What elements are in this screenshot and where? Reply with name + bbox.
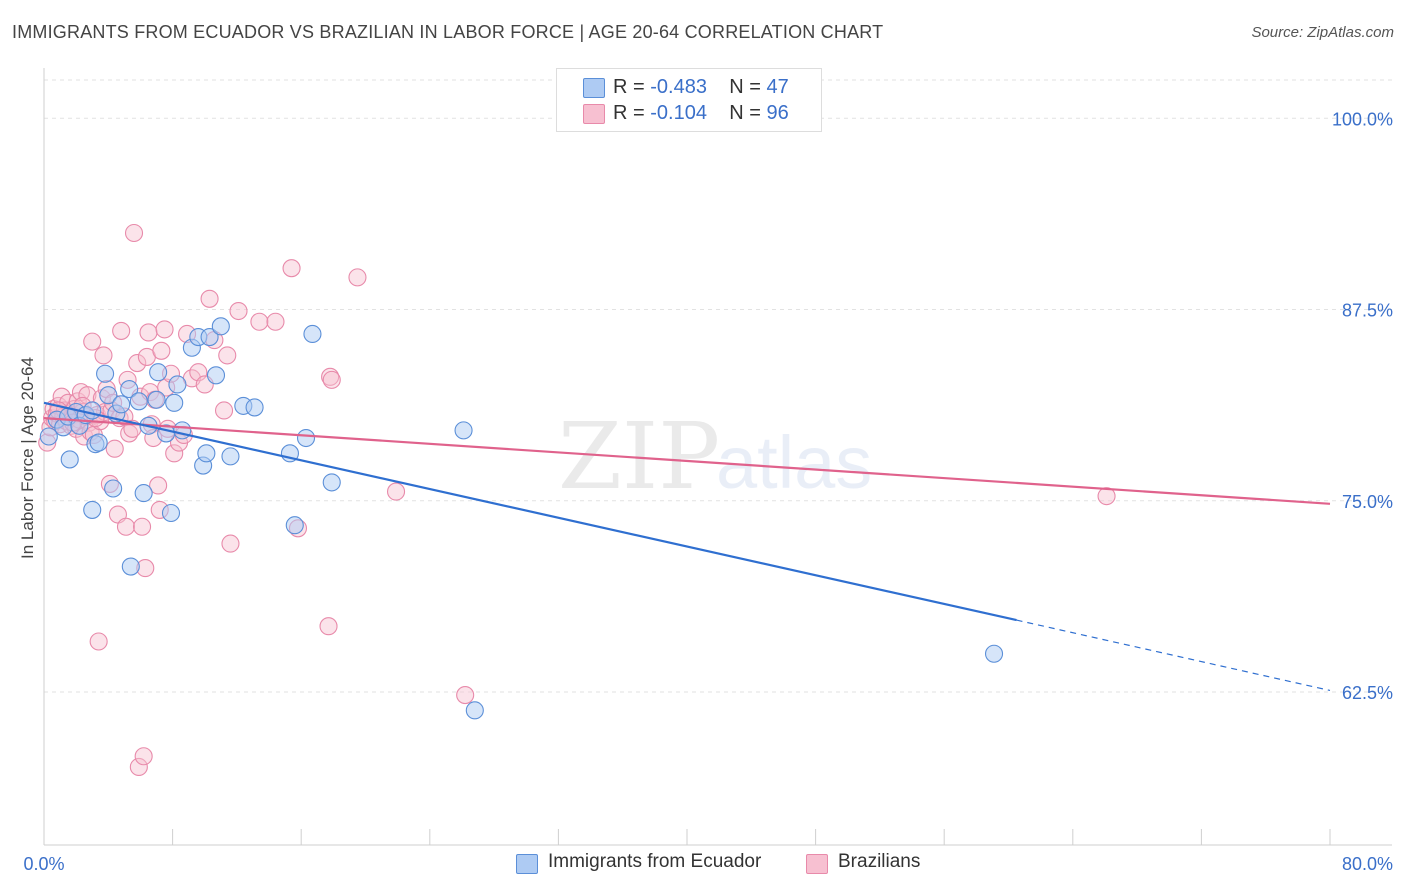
y-tick-label: 87.5% [1342,301,1393,321]
brazil-point [221,534,240,553]
brazil-swatch [806,854,828,874]
brazil-point [200,289,219,308]
ecuador-point [173,421,192,440]
brazil-point [282,259,301,278]
grid-lines [44,79,1392,693]
ecuador-point [197,444,216,463]
brazil-point [250,312,269,331]
ecuador-point [134,484,153,503]
ecuador-point [96,364,115,383]
chart-title: IMMIGRANTS FROM ECUADOR VS BRAZILIAN IN … [12,22,884,42]
ecuador-trend-extension [1016,619,1331,692]
legend-n-label: N = [729,102,761,124]
brazil-point [214,401,234,420]
ecuador-point [165,393,184,412]
brazil-point [456,686,475,705]
ecuador-point [39,427,58,446]
ecuador-point [206,366,226,385]
x-tick-label: 0.0% [23,854,64,874]
legend-brazil-label: Brazilians [838,851,921,872]
ecuador-point [245,398,264,417]
brazil-point [386,482,406,501]
ecuador-point [83,401,102,420]
correlation-legend: R = -0.483 N = 47 R = -0.104 N = 96 [556,68,822,132]
ecuador-point [296,428,316,448]
brazil-point [83,332,102,351]
ecuador-point [89,433,108,452]
brazil-point [152,341,171,360]
brazil-point [129,757,148,777]
ecuador-point [285,516,304,535]
brazil-point [134,747,153,766]
y-tick-label: 75.0% [1342,492,1393,512]
trend-lines [43,401,1331,692]
ecuador-point [984,644,1004,663]
y-axis-label: In Labor Force | Age 20-64 [18,357,37,559]
brazil-point [139,323,158,342]
watermark-atlas: atlas [716,421,872,504]
brazil-point [133,517,152,536]
brazil-point [155,320,174,339]
ecuador-point [104,479,123,498]
brazil-point [348,268,367,287]
ecuador-swatch [516,854,538,874]
ecuador-point [221,447,240,466]
brazil-point [319,617,338,636]
brazil-swatch [583,104,605,124]
ecuador-point [60,450,79,469]
ecuador-point [112,395,131,414]
source-label: Source: ZipAtlas.com [1251,24,1394,41]
legend-n-label: N = [729,76,761,98]
ecuador-point [99,386,118,405]
brazil-point [116,517,136,536]
brazil-point [128,353,147,373]
brazil-point [165,444,184,463]
x-tick-label: 80.0% [1342,854,1393,874]
brazil-point [94,346,113,365]
legend-ecuador-label: Immigrants from Ecuador [548,851,762,872]
brazil-point [105,439,124,458]
brazil-point [149,476,168,495]
ecuador-trend-line [43,401,1017,622]
ecuador-point [129,392,148,411]
legend-r-label: R = [613,76,645,98]
legend-n-value: 96 [766,102,789,124]
ecuador-point [200,327,219,347]
brazil-trend-line [43,417,1331,505]
brazil-point [89,632,108,651]
brazil-point [266,312,285,331]
y-tick-label: 62.5% [1342,683,1393,703]
ecuador-point [211,317,230,336]
ecuador-points [39,317,1004,720]
brazil-point [218,346,237,365]
ecuador-swatch [583,78,605,98]
brazil-point [322,370,341,389]
brazil-point [1097,487,1116,506]
ecuador-point [161,503,181,523]
brazil-point [112,321,131,340]
ecuador-point [168,375,187,394]
tick-labels: 62.5% 75.0% 87.5% 100.0% 0.0% 80.0% [23,109,1393,874]
brazil-point [124,223,144,243]
brazil-point [229,301,248,321]
brazil-point [321,367,340,386]
ecuador-point [303,324,322,344]
ecuador-point [322,473,341,492]
ecuador-point [454,421,473,440]
ecuador-point [465,701,484,720]
ecuador-point [83,500,102,519]
ecuador-point [147,390,166,409]
ecuador-point [149,363,168,382]
legend-r-value: -0.104 [650,102,707,124]
watermark-zip: ZIP [558,403,720,510]
ecuador-point [121,557,140,576]
legend-r-value: -0.483 [650,76,707,98]
legend-n-value: 47 [766,76,789,98]
legend-r-label: R = [613,102,645,124]
watermark: ZIP atlas [558,403,872,510]
ecuador-point [120,380,139,399]
axes [43,68,1392,846]
y-tick-label: 100.0% [1332,109,1393,129]
